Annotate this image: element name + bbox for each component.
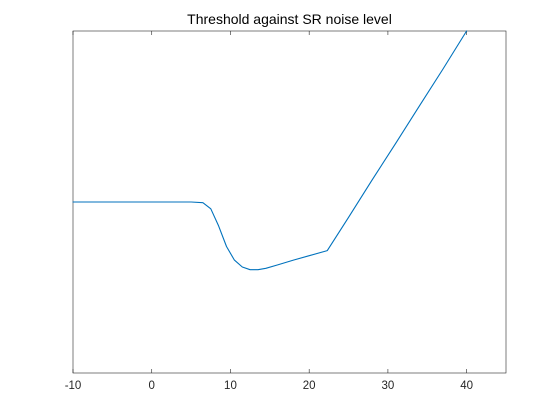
series-line bbox=[72, 30, 468, 271]
x-tick-label: 30 bbox=[382, 380, 395, 392]
x-axis: -10 0 10 20 30 40 bbox=[65, 31, 473, 392]
x-tick-label: 0 bbox=[149, 380, 155, 392]
chart-title: Threshold against SR noise level bbox=[187, 11, 392, 27]
x-tick-label: 20 bbox=[303, 380, 316, 392]
x-tick-label: -10 bbox=[65, 380, 82, 392]
x-tick-label: 40 bbox=[460, 380, 473, 392]
plot-area bbox=[72, 30, 468, 271]
x-tick-label: 10 bbox=[224, 380, 237, 392]
